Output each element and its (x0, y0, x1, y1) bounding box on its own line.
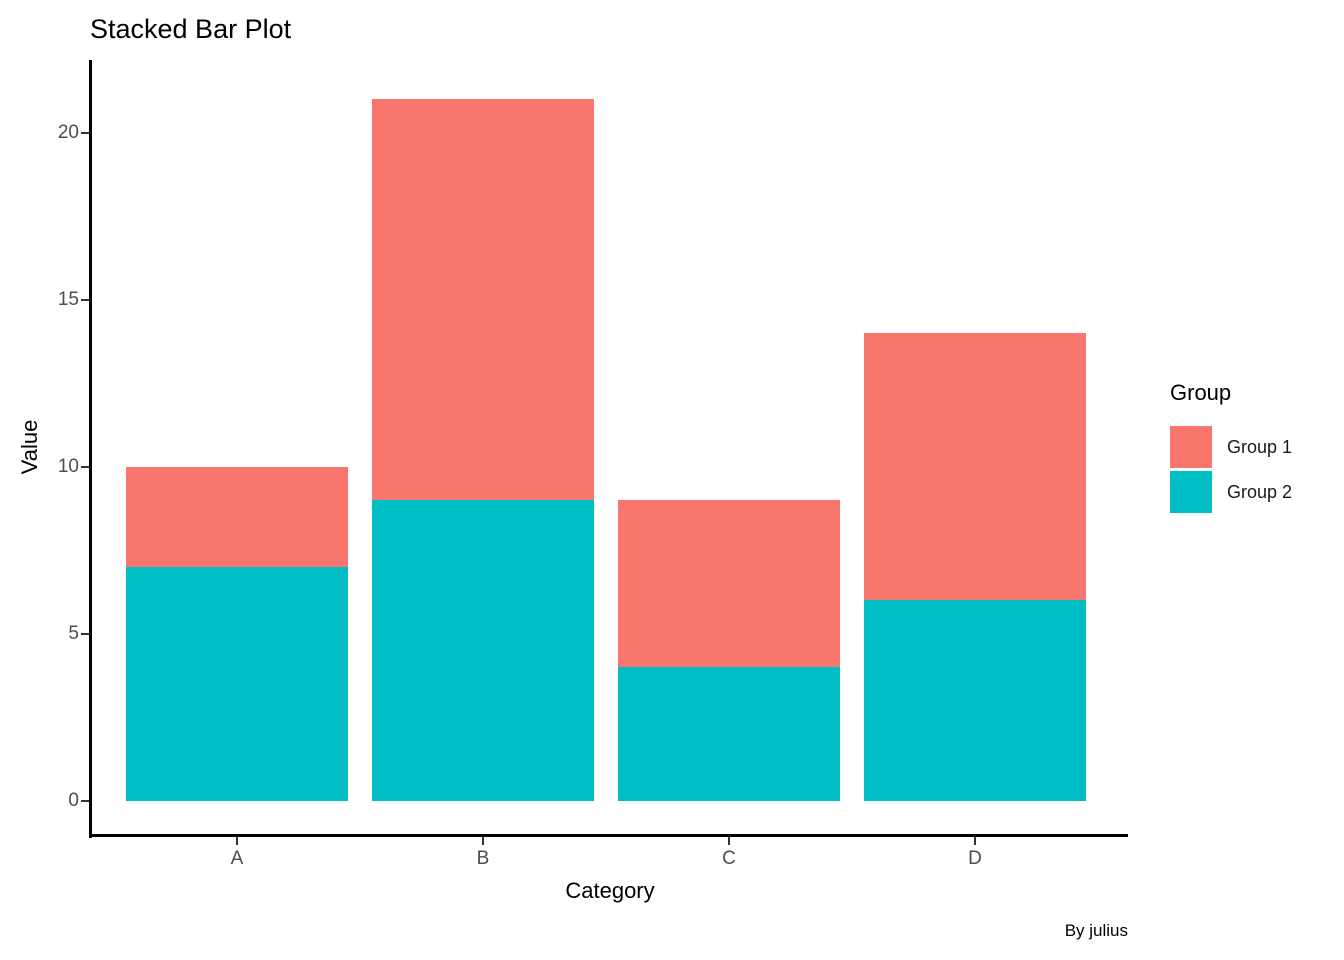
x-tick-mark-a (236, 837, 238, 845)
y-tick-mark-20 (81, 131, 89, 134)
legend-items: Group 1 Group 2 (1170, 426, 1292, 513)
y-axis-line (89, 60, 92, 838)
bar-segment-b-group-2 (372, 500, 594, 801)
y-tick-label-15: 15 (57, 288, 79, 310)
x-tick-label-c: C (722, 848, 736, 869)
x-tick-label-b: B (476, 848, 490, 869)
legend-label-group-1: Group 1 (1227, 436, 1293, 457)
chart-caption: By julius (1064, 921, 1128, 940)
bar-segment-a-group-2 (126, 567, 348, 801)
legend-swatch-group-2 (1170, 471, 1212, 513)
legend-swatch-group-1 (1170, 426, 1212, 468)
x-axis-title: Category (565, 878, 655, 903)
bar-segment-c-group-1 (618, 500, 840, 668)
y-tick-mark-0 (81, 800, 89, 802)
x-tick-label-d: D (968, 848, 982, 869)
y-tick-mark-10 (81, 465, 89, 468)
chart-title: Stacked Bar Plot (90, 14, 292, 44)
legend-title: Group (1170, 380, 1232, 405)
y-tick-label-5: 5 (68, 622, 79, 644)
y-tick-mark-15 (81, 298, 89, 301)
y-tick-label-10: 10 (57, 455, 79, 477)
legend-label-group-2: Group 2 (1227, 481, 1293, 502)
x-tick-mark-d (974, 837, 976, 845)
bar-segment-c-group-2 (618, 667, 840, 801)
y-tick-label-20: 20 (57, 121, 79, 143)
bar-segment-d-group-1 (864, 333, 1086, 601)
bar-segment-a-group-1 (126, 466, 348, 568)
legend-item-group-2: Group 2 (1170, 471, 1292, 513)
x-tick-label-a: A (230, 848, 244, 869)
y-tick-label-0: 0 (68, 790, 79, 811)
x-axis-line (89, 834, 1128, 837)
legend-item-group-1: Group 1 (1170, 426, 1292, 468)
bar-segment-b-group-1 (372, 99, 594, 501)
y-tick-mark-5 (81, 632, 89, 635)
bar-segment-d-group-2 (864, 600, 1086, 801)
x-tick-mark-b (482, 837, 484, 845)
x-tick-mark-c (728, 837, 730, 845)
legend: Group Group 1 Group 2 (1170, 380, 1292, 516)
